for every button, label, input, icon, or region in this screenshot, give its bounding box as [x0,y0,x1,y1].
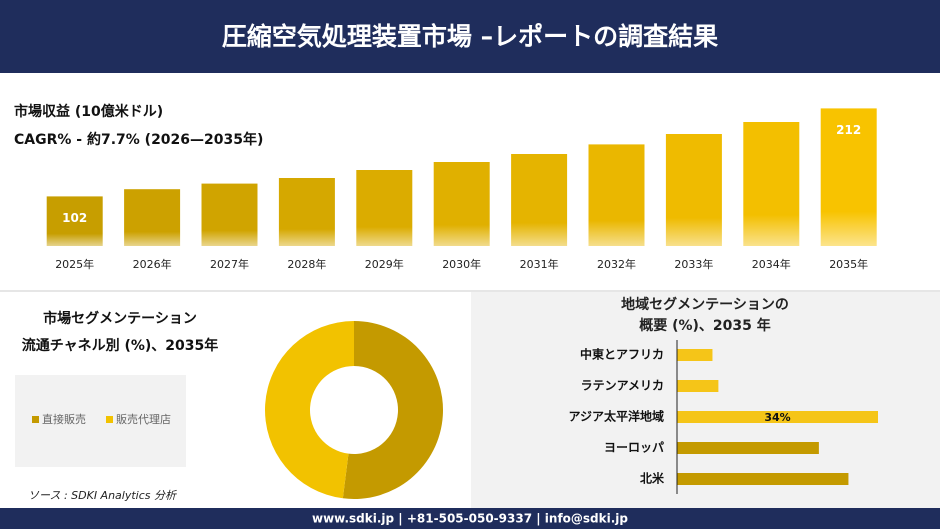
bar [46,196,103,246]
x-tick-label: 2031年 [520,257,559,271]
data-label: 34% [764,411,790,424]
bar [201,183,258,246]
y-tick-label: アジア太平洋地域 [568,409,664,424]
bar [278,178,335,246]
source-note: ソース : SDKI Analytics 分析 [28,489,178,502]
x-tick-label: 2026年 [133,257,172,271]
legend-swatch [32,416,39,423]
x-tick-label: 2025年 [55,257,94,271]
legend-box [15,375,186,467]
chart-title: 市場収益 (10億米ドル) [14,103,163,120]
bar [677,411,878,423]
chart-subtitle: 流通チャネル別 (%)、2035年 [22,337,219,354]
header-bar [0,0,940,73]
bar [511,154,568,246]
chart-title: 地域セグメンテーションの [621,296,789,313]
bar [356,170,413,246]
right-panel [471,292,940,508]
page-title: 圧縮空気処理装置市場 –レポートの調査結果 [222,22,718,51]
bar [433,162,490,246]
bar [677,442,819,454]
y-tick-label: ラテンアメリカ [581,379,664,393]
legend-swatch [106,416,113,423]
footer-contact: www.sdki.jp | +81-505-050-9337 | info@sd… [312,512,628,526]
legend-label: 直接販売 [42,412,86,426]
x-tick-label: 2034年 [752,257,791,271]
x-tick-label: 2029年 [365,257,404,271]
y-tick-label: 北米 [640,471,665,486]
bar [820,108,877,247]
bar [677,380,719,392]
chart-title: 市場セグメンテーション [43,310,197,327]
chart-subtitle: 概要 (%)、2035 年 [639,317,771,334]
legend-label: 販売代理店 [116,412,171,426]
bar [665,134,722,246]
donut-slice [342,321,443,499]
bar [588,144,645,246]
x-tick-label: 2033年 [674,257,713,271]
x-tick-label: 2035年 [829,257,868,271]
footer-bar [0,508,940,529]
x-tick-label: 2030年 [442,257,481,271]
bar [677,473,849,485]
data-label: 102 [62,211,87,225]
bar [677,349,713,361]
x-tick-label: 2032年 [597,257,636,271]
chart-subtitle: CAGR% - 約7.7% (2026—2035年) [14,131,263,148]
x-tick-label: 2028年 [287,257,326,271]
y-tick-label: ヨーロッパ [604,441,664,455]
x-tick-label: 2027年 [210,257,249,271]
bar [124,189,181,246]
y-tick-label: 中東とアフリカ [580,347,664,362]
data-label: 212 [836,123,861,137]
donut-slice [264,321,354,499]
bar [743,122,800,246]
